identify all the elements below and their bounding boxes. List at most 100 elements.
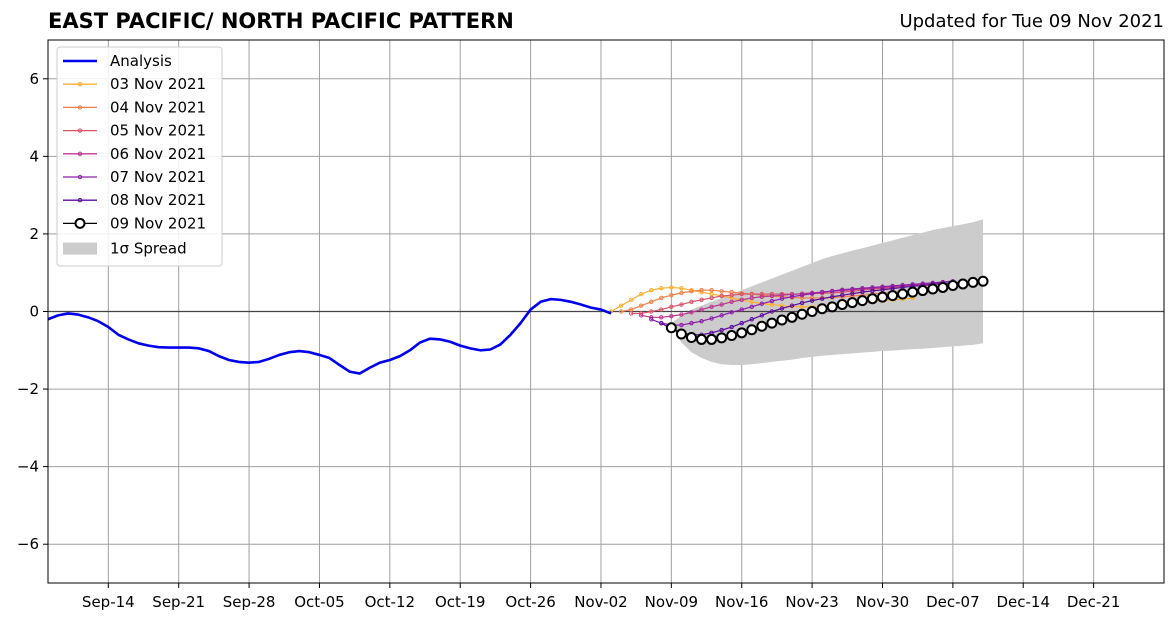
forecast-point [769, 298, 775, 304]
x-tick-label: Dec-07 [926, 593, 980, 611]
forecast-point [675, 328, 687, 340]
forecast-point [819, 289, 825, 295]
legend-label: 03 Nov 2021 [110, 75, 206, 93]
forecast-point [900, 282, 905, 288]
forecast-point [766, 317, 778, 329]
forecast-point [709, 287, 714, 293]
forecast-point [689, 320, 694, 326]
forecast-point [759, 301, 765, 306]
forecast-point [967, 276, 979, 288]
x-tick-label: Nov-23 [785, 593, 838, 611]
forecast-point [739, 320, 744, 326]
forecast-lines [608, 275, 989, 345]
forecast-point [679, 290, 684, 296]
forecast-point [716, 332, 728, 344]
forecast-point [709, 316, 714, 321]
forecast-point [759, 294, 765, 299]
forecast-point [830, 294, 835, 299]
forecast-point [659, 295, 664, 301]
forecast-point [649, 287, 654, 293]
forecast-point [706, 333, 718, 345]
legend-marker [77, 198, 83, 203]
forecast-point [789, 303, 795, 308]
x-tick-label: Nov-09 [645, 593, 698, 611]
forecast-line [651, 280, 953, 326]
forecast-point [977, 275, 989, 287]
forecast-point [836, 299, 848, 311]
forecast-point [927, 283, 939, 295]
forecast-point [749, 317, 754, 322]
forecast-point [816, 303, 828, 315]
forecast-point [749, 304, 754, 310]
forecast-point [689, 289, 694, 294]
forecast-point [850, 291, 855, 296]
forecast-point [937, 281, 949, 293]
y-tick-label: −6 [17, 535, 39, 553]
forecast-point [669, 304, 674, 310]
legend-label: 1σ Spread [110, 240, 187, 258]
forecast-point [819, 296, 825, 301]
forecast-point [638, 291, 644, 297]
forecast-point [759, 291, 765, 297]
forecast-point [846, 297, 858, 309]
forecast-point [907, 286, 919, 298]
forecast-point [669, 285, 674, 290]
legend-marker [77, 151, 83, 157]
forecast-point [649, 299, 654, 305]
x-tick-label: Oct-05 [294, 593, 344, 611]
forecast-point [685, 331, 697, 343]
forecast-point [729, 310, 734, 315]
forecast-point [789, 294, 795, 299]
legend-label: 07 Nov 2021 [110, 168, 206, 186]
legend-label: 09 Nov 2021 [110, 214, 206, 232]
forecast-point [870, 288, 875, 294]
forecast-point [669, 293, 674, 298]
forecast-point [739, 297, 744, 303]
legend-marker [74, 217, 86, 229]
forecast-point [850, 286, 855, 292]
x-tick-label: Oct-12 [365, 593, 415, 611]
chart-title: EAST PACIFIC/ NORTH PACIFIC PATTERN [48, 9, 514, 33]
legend: Analysis 03 Nov 2021 04 Nov 2021 05 Nov 202… [56, 46, 223, 267]
forecast-point [628, 297, 634, 303]
forecast-point [709, 295, 714, 301]
forecast-point [719, 313, 724, 318]
forecast-point [729, 324, 734, 330]
x-tick-label: Oct-19 [435, 593, 485, 611]
forecast-point [699, 307, 704, 312]
forecast-point [799, 300, 805, 306]
x-tick-label: Dec-21 [1067, 593, 1121, 611]
x-tick-label: Nov-16 [715, 593, 768, 611]
legend-swatch [63, 242, 97, 255]
y-tick-label: −4 [17, 458, 39, 476]
forecast-point [840, 287, 845, 292]
legend-marker [77, 174, 83, 180]
forecast-point [856, 295, 868, 307]
analysis-series-line [47, 297, 612, 375]
forecast-point [709, 304, 714, 310]
forecast-point [779, 306, 785, 311]
forecast-point [887, 290, 899, 302]
forecast-point [739, 307, 744, 312]
legend-marker [77, 82, 83, 87]
forecast-point [830, 288, 835, 294]
forecast-point [618, 303, 624, 308]
legend-marker [77, 128, 83, 133]
forecast-point [776, 314, 788, 326]
forecast-point [860, 289, 865, 295]
forecast-point [689, 310, 694, 315]
forecast-point [809, 291, 815, 296]
forecast-point [719, 302, 724, 307]
forecast-point [917, 285, 929, 297]
y-tick-label: 6 [29, 70, 39, 88]
legend-label: 05 Nov 2021 [110, 122, 206, 140]
forecast-point [665, 322, 677, 334]
x-tick-label: Oct-26 [505, 593, 555, 611]
forecast-point [809, 298, 815, 303]
y-tick-label: 0 [29, 303, 39, 321]
forecast-point [826, 301, 838, 313]
forecast-point [679, 312, 684, 317]
forecast-point [840, 293, 845, 298]
forecast-point [679, 322, 684, 328]
